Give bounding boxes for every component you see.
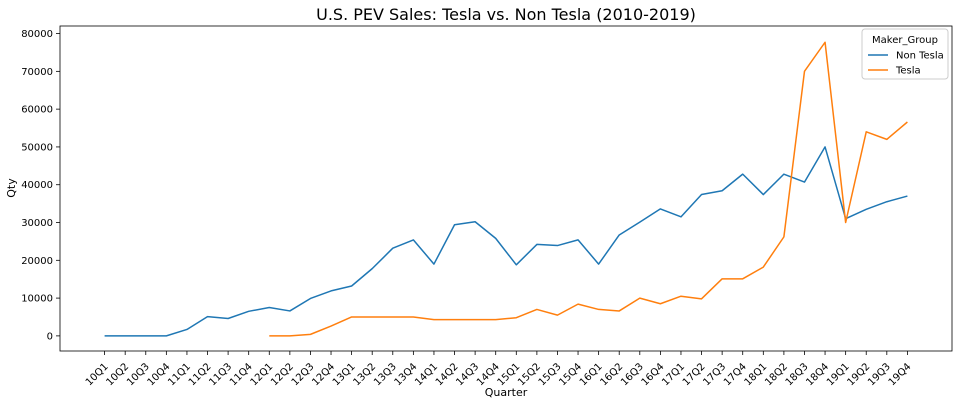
y-tick-label: 80000: [21, 29, 53, 40]
y-tick-label: 70000: [21, 67, 53, 78]
y-tick-label: 0: [47, 331, 53, 342]
y-tick-label: 30000: [21, 218, 53, 229]
legend-label-non-tesla: Non Tesla: [896, 51, 944, 62]
series-line-non-tesla: [104, 146, 908, 337]
legend: Maker_Group Non Tesla Tesla: [861, 28, 949, 80]
y-tick-label: 20000: [21, 256, 53, 267]
legend-title: Maker_Group: [872, 35, 938, 46]
legend-box: [861, 28, 949, 80]
y-tick-label: 10000: [21, 294, 53, 305]
y-axis-label: Qty: [5, 178, 18, 198]
x-axis-label: Quarter: [485, 386, 528, 399]
y-tick-label: 60000: [21, 105, 53, 116]
y-axis: 0 10000 20000 30000 40000 50000 60000 70000 8000…: [21, 29, 60, 342]
series-line-tesla: [269, 41, 908, 337]
chart-title: U.S. PEV Sales: Tesla vs. Non Tesla (201…: [316, 5, 696, 24]
legend-label-tesla: Tesla: [895, 66, 921, 77]
plot-frame: [59, 25, 953, 352]
plot-series: [104, 41, 908, 337]
y-tick-label: 40000: [21, 180, 53, 191]
y-tick-label: 50000: [21, 142, 53, 153]
